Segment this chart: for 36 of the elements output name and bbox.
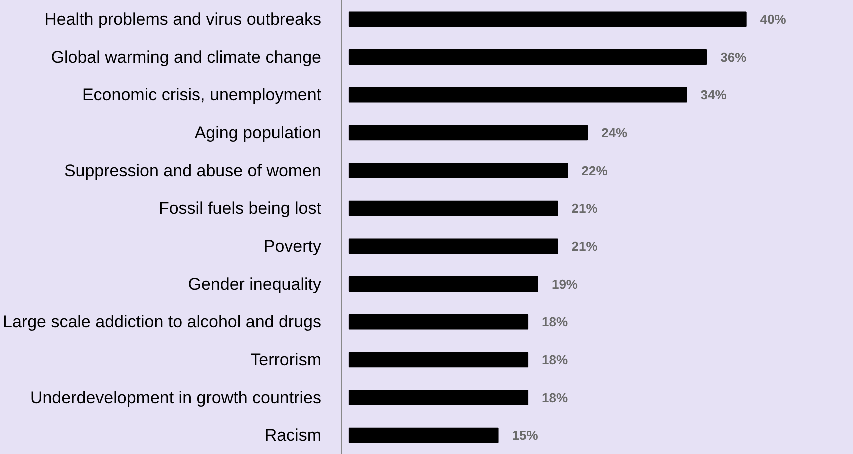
data-label: 15% [512,428,539,444]
data-label: 22% [582,163,608,178]
bar [348,352,529,368]
y-tick-label: Suppression and abuse of women [64,161,322,180]
y-tick-label: Aging population [194,123,322,142]
data-label: 40% [760,12,787,27]
data-label: 24% [602,125,628,140]
bar [348,428,499,444]
bar [348,314,529,330]
data-label: 19% [552,276,578,292]
y-tick-label: Global warming and climate change [51,48,322,67]
y-tick-label: Economic crisis, unemployment [82,86,322,105]
bar [348,125,588,141]
bar [348,163,568,178]
data-label: 21% [572,238,598,254]
data-label: 34% [700,88,728,103]
y-tick-label: Health problems and virus outbreaks [44,10,322,29]
y-tick-label: Poverty [264,236,322,256]
bar [348,238,558,254]
y-tick-label: Terrorism [250,350,322,370]
bar [348,276,538,292]
bar [348,12,747,28]
bar [348,50,708,65]
data-label: 18% [542,352,569,368]
data-label: 36% [720,50,748,65]
y-tick-label: Racism [264,426,322,446]
bar [348,87,688,103]
y-tick-label: Fossil fuels being lost [158,199,322,218]
bar [348,200,558,216]
data-label: 18% [542,390,569,406]
data-label: 18% [542,314,569,330]
y-tick-label: Underdevelopment in growth countries [30,388,322,408]
y-tick-label: Gender inequality [188,274,322,294]
data-label: 21% [572,201,598,216]
bar [348,390,529,406]
y-tick-label: Large scale addiction to alcohol and drugs [3,312,322,332]
